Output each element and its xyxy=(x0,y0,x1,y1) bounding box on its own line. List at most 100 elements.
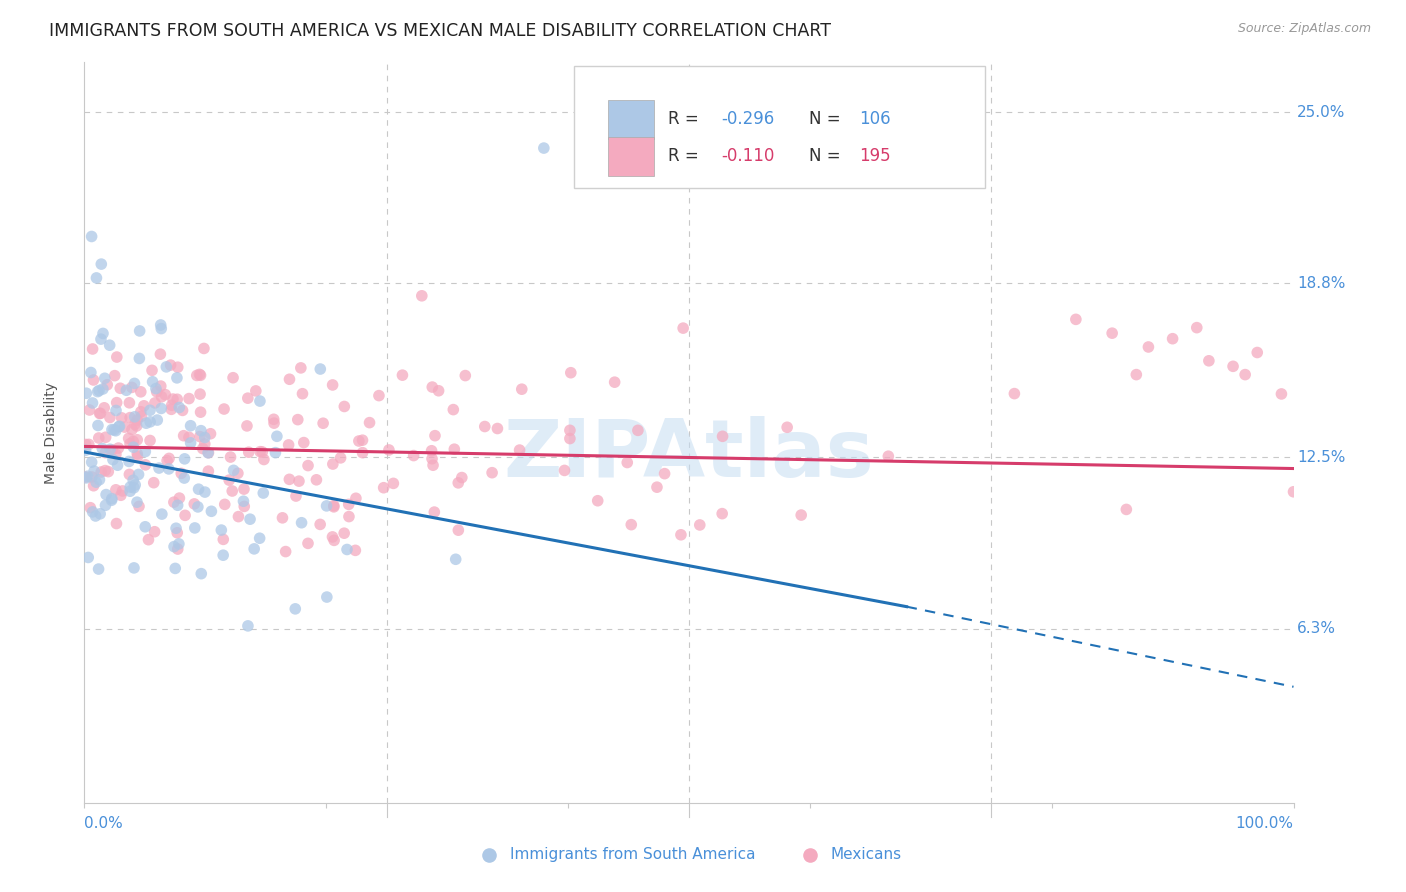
Point xyxy=(333,526,356,541)
Point xyxy=(104,424,127,438)
Point xyxy=(352,445,374,459)
Point xyxy=(645,480,668,494)
Point xyxy=(162,392,184,406)
Point xyxy=(127,450,149,464)
Point xyxy=(114,420,136,434)
Point xyxy=(172,403,194,417)
Point xyxy=(98,410,121,425)
Point xyxy=(191,442,214,456)
Point xyxy=(87,562,110,576)
Point xyxy=(252,486,274,500)
Point xyxy=(711,507,734,521)
Point xyxy=(420,443,443,458)
Point xyxy=(226,467,249,481)
Text: 6.3%: 6.3% xyxy=(1298,621,1336,636)
Point xyxy=(155,359,177,374)
Point xyxy=(188,368,211,382)
Point xyxy=(169,401,191,415)
Point xyxy=(616,456,638,470)
Point xyxy=(222,463,245,477)
Point xyxy=(103,423,125,437)
Point xyxy=(558,423,581,437)
Point xyxy=(423,505,446,519)
Point xyxy=(278,372,301,386)
Point xyxy=(187,482,209,496)
Point xyxy=(245,384,267,398)
Point xyxy=(167,537,190,551)
Point xyxy=(166,498,188,512)
Point xyxy=(1161,332,1184,346)
Point xyxy=(322,457,344,471)
Point xyxy=(96,377,118,392)
Point xyxy=(91,442,114,456)
Point xyxy=(252,445,274,459)
Point xyxy=(450,470,472,484)
Point xyxy=(218,473,240,487)
Point xyxy=(98,338,121,352)
Point xyxy=(110,381,132,395)
Point xyxy=(108,419,131,434)
Point xyxy=(80,455,103,469)
Point xyxy=(197,464,219,478)
Point xyxy=(128,467,150,482)
Point xyxy=(135,416,157,430)
Point xyxy=(180,435,202,450)
Point xyxy=(83,479,105,493)
Point xyxy=(711,429,734,443)
Point xyxy=(121,380,143,394)
Point xyxy=(481,466,503,480)
Point xyxy=(101,423,124,437)
Point xyxy=(82,505,104,519)
Point xyxy=(359,416,381,430)
Point xyxy=(190,405,212,419)
Point xyxy=(187,500,209,514)
Point xyxy=(1270,387,1292,401)
Point xyxy=(163,495,186,509)
Point xyxy=(1234,368,1257,382)
Point xyxy=(145,382,167,396)
Text: N =: N = xyxy=(808,111,845,128)
FancyBboxPatch shape xyxy=(574,66,986,188)
Point xyxy=(141,363,163,377)
Point xyxy=(177,392,200,406)
Point xyxy=(159,358,181,372)
Point xyxy=(264,445,287,459)
Point xyxy=(288,474,311,488)
Point xyxy=(1246,345,1268,359)
Point xyxy=(321,530,343,544)
Point xyxy=(420,380,443,394)
Point xyxy=(90,257,112,271)
Point xyxy=(122,561,145,575)
Point xyxy=(118,436,141,450)
Point xyxy=(378,442,401,457)
Point xyxy=(186,368,208,383)
Point xyxy=(200,426,222,441)
Point xyxy=(274,544,297,558)
Text: IMMIGRANTS FROM SOUTH AMERICA VS MEXICAN MALE DISABILITY CORRELATION CHART: IMMIGRANTS FROM SOUTH AMERICA VS MEXICAN… xyxy=(49,22,831,40)
Point xyxy=(84,475,107,490)
Point xyxy=(263,412,285,426)
Point xyxy=(322,378,344,392)
Point xyxy=(91,326,114,341)
Point xyxy=(150,401,173,416)
Point xyxy=(1064,312,1087,326)
Point xyxy=(323,533,346,548)
Point xyxy=(166,525,188,540)
Point xyxy=(118,467,141,482)
Point xyxy=(75,437,97,451)
Point xyxy=(333,400,356,414)
Point xyxy=(128,351,150,366)
Text: 12.5%: 12.5% xyxy=(1298,450,1346,465)
Point xyxy=(124,417,146,431)
Point xyxy=(118,454,141,468)
Point xyxy=(309,517,332,532)
Point xyxy=(156,453,179,467)
Point xyxy=(166,360,188,375)
Point xyxy=(80,470,103,484)
Point xyxy=(125,495,148,509)
Point xyxy=(91,382,114,396)
Text: Source: ZipAtlas.com: Source: ZipAtlas.com xyxy=(1237,22,1371,36)
Point xyxy=(689,518,711,533)
Point xyxy=(249,444,271,458)
Point xyxy=(105,350,128,364)
